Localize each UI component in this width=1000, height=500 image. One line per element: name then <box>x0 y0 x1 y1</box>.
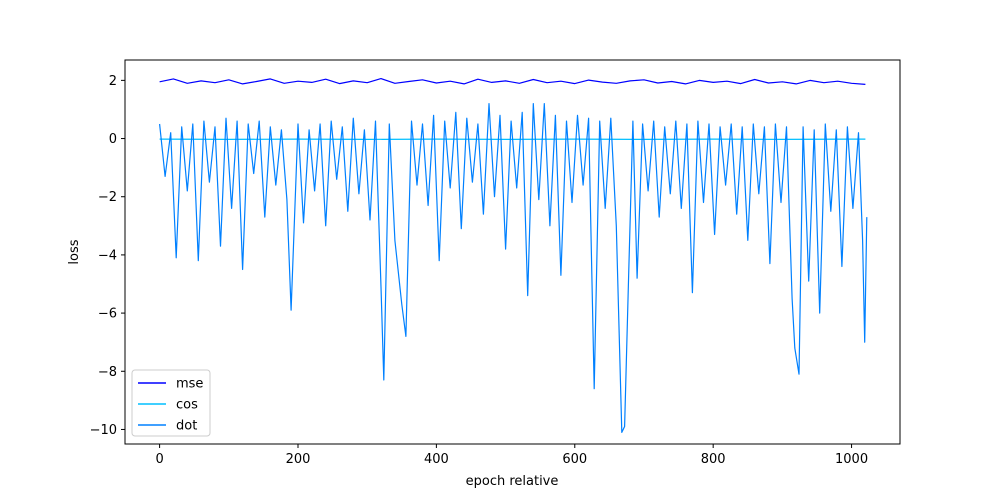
legend: mse cos dot <box>131 369 211 437</box>
x-tick-label: 0 <box>155 452 163 467</box>
series-line-mse <box>159 77 866 85</box>
y-axis-label: loss <box>67 239 82 264</box>
legend-box <box>131 369 211 437</box>
x-axis-ticks: 0 200 400 600 800 1000 <box>155 444 868 467</box>
y-tick-label: −6 <box>98 307 117 322</box>
y-axis-ticks: 2 0 −2 −4 −6 −8 −10 <box>90 74 125 438</box>
x-tick-label: 200 <box>286 452 311 467</box>
legend-label-mse: mse <box>176 377 203 392</box>
y-tick-label: −4 <box>98 248 117 263</box>
x-tick-label: 600 <box>562 452 587 467</box>
legend-label-cos: cos <box>176 398 198 413</box>
x-tick-label: 400 <box>424 452 449 467</box>
y-tick-label: −8 <box>98 365 117 380</box>
y-tick-label: 0 <box>109 132 117 147</box>
legend-label-dot: dot <box>176 419 197 434</box>
series-layer <box>159 77 868 433</box>
y-tick-label: −10 <box>90 423 117 438</box>
x-tick-label: 1000 <box>835 452 868 467</box>
plot-frame <box>124 59 901 445</box>
x-axis-label: epoch relative <box>466 474 559 489</box>
x-tick-label: 800 <box>701 452 726 467</box>
y-tick-label: 2 <box>109 74 117 89</box>
series-line-dot <box>159 102 868 433</box>
y-tick-label: −2 <box>98 190 117 205</box>
legend-entries: mse cos dot <box>138 377 203 434</box>
